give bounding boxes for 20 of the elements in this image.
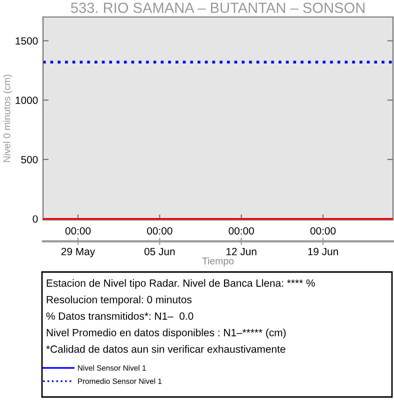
x-tick-label: 00:00 xyxy=(147,227,172,235)
text: % Datos transmitidos*: N1– 0.0 xyxy=(46,312,194,320)
x-tick-label: 00:00 xyxy=(228,227,254,235)
y-tick-label: 1500 xyxy=(16,37,38,45)
y-tick-label: 500 xyxy=(21,156,38,164)
text: *Calidad de datos aun sin verificar exhaustivamente xyxy=(46,345,286,353)
x-axis-title: Tiempo xyxy=(202,257,234,266)
x-tick-label: 00:00 xyxy=(310,227,336,235)
y-axis-title: Nivel 0 minutos (cm) xyxy=(3,74,12,162)
x-tick-label: 00:00 xyxy=(65,227,91,235)
x2-tick-label: 19 Jun xyxy=(308,248,338,256)
text: Estacion de Nivel tipo Radar. Nivel de Banca Llena: **** % xyxy=(46,279,315,289)
chart-title: 533. RIO SAMANA – BUTANTAN – SONSON xyxy=(70,2,364,13)
text: Resolucion temporal: 0 minutos xyxy=(46,296,192,306)
y-tick-label: 0 xyxy=(32,215,38,223)
x2-tick-label: 29 May xyxy=(61,248,96,258)
x2-tick-label: 12 Jun xyxy=(226,248,256,256)
text: Nivel Promedio en datos disponibles : N1–***** (cm) xyxy=(46,328,286,338)
y-tick-label: 1000 xyxy=(16,96,38,104)
x2-tick-label: 05 Jun xyxy=(144,248,175,256)
